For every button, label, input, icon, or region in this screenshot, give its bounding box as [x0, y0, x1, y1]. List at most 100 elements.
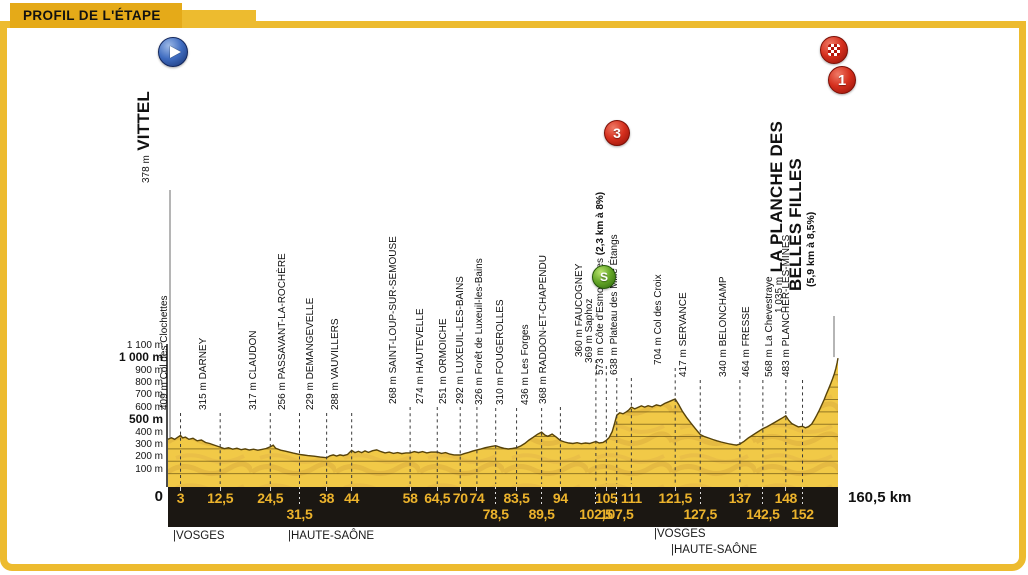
waypoint-elevation: 417 m — [678, 349, 690, 377]
km-tick-label: 31,5 — [286, 506, 313, 522]
km-tick-label: 94 — [552, 490, 568, 506]
km-tick-label: 137 — [728, 490, 752, 506]
finish-name-line2: BELLES FILLES — [785, 158, 805, 291]
play-triangle — [169, 46, 181, 58]
waypoint-elevation: 436 m — [519, 377, 531, 405]
waypoint-elevation: 368 m — [538, 376, 550, 404]
km-tick-label: 74 — [469, 490, 485, 506]
km-tick-mark — [739, 487, 741, 491]
km-tick-mark — [559, 487, 561, 491]
waypoint-elevation: 315 m — [198, 382, 210, 410]
elevation-axis-label: 1 100 m — [126, 340, 163, 352]
km-tick-label: 121,5 — [658, 490, 692, 506]
department-label: |HAUTE-SAÔNE — [288, 530, 375, 542]
waypoint-name: HAUTEVELLE — [415, 308, 427, 374]
km-tick-label: 83,5 — [503, 490, 530, 506]
km-tick-mark — [630, 487, 632, 491]
waypoint-name: Les Forges — [519, 324, 531, 375]
km-tick-mark — [298, 487, 300, 504]
km-tick-mark — [541, 487, 543, 504]
department-label: |VOSGES — [654, 528, 706, 540]
km-tick-mark — [476, 487, 478, 491]
waypoint-gradient: (2,3 km à 8%) — [594, 191, 606, 256]
waypoint-name: CLAUDON — [248, 330, 260, 380]
waypoint-label: 464 m FRESSE — [740, 306, 753, 377]
km-tick-label: 142,5 — [746, 506, 780, 522]
waypoint-name: Col des Croix — [653, 274, 665, 335]
elevation-axis-label: 700 m — [135, 389, 163, 401]
waypoint-label: 268 m SAINT-LOUP-SUR-SEMOUSE — [387, 236, 400, 404]
waypoint-elevation: 310 m — [494, 377, 506, 405]
waypoint-name: FOUGEROLLES — [494, 299, 506, 375]
waypoint-elevation: 409 m — [158, 382, 170, 410]
gold-frame-step — [178, 10, 256, 28]
sprint-icon: S — [592, 265, 616, 289]
km-tick-mark — [269, 487, 271, 491]
km-tick-mark — [459, 487, 461, 491]
waypoint-label: 292 m LUXEUIL-LES-BAINS — [454, 276, 467, 404]
finish-name-line1: 1 035 m LA PLANCHE DES — [766, 121, 786, 313]
waypoint-label: 638 m Plateau des Mille Étangs — [608, 234, 621, 375]
waypoint-name: DEMANGEVELLE — [304, 297, 316, 380]
waypoint-elevation: 464 m — [740, 349, 752, 377]
elevation-axis-label: 800 m — [135, 377, 163, 389]
finish-checker-pattern — [828, 44, 840, 56]
waypoint-elevation: 268 m — [388, 376, 400, 404]
waypoint-name: Forêt de Luxeuil-les-Bains — [473, 258, 485, 375]
waypoint-elevation: 274 m — [415, 376, 427, 404]
elevation-axis-label: 200 m — [135, 451, 163, 463]
waypoint-name: LUXEUIL-LES-BAINS — [454, 276, 466, 374]
waypoint-label: 288 m VAUVILLERS — [329, 318, 342, 410]
km-tick-mark — [605, 487, 607, 491]
km-tick-label: 111 — [620, 490, 642, 506]
km-tick-mark — [436, 487, 438, 491]
km-tick-label: 58 — [402, 490, 418, 506]
km-tick-label: 89,5 — [528, 506, 555, 522]
start-name: VITTEL — [134, 90, 153, 151]
km-tick-label: 12,5 — [207, 490, 234, 506]
elevation-axis-label: 600 m — [135, 401, 163, 413]
elevation-axis-label: 300 m — [135, 438, 163, 450]
start-elevation: 378 m — [141, 155, 152, 183]
km-tick-mark — [409, 487, 411, 491]
km-tick-mark — [219, 487, 221, 491]
waypoint-name: Plateau des Mille Étangs — [609, 234, 621, 345]
km-tick-mark — [674, 487, 676, 491]
waypoint-elevation: 256 m — [277, 382, 289, 410]
km-tick-mark — [351, 487, 353, 491]
km-tick-label: 127,5 — [683, 506, 717, 522]
waypoint-elevation: 483 m — [780, 349, 792, 377]
waypoint-name: BELONCHAMP — [717, 276, 729, 347]
km-tick-mark — [595, 487, 597, 504]
waypoint-name: RADDON-ET-CHAPENDU — [538, 255, 550, 374]
waypoint-label: 315 m DARNEY — [197, 338, 210, 410]
distance-axis: 3 12,5 24,5 31,5 38 44 58 64,5 70 74 78,5 83,5 89,5 9… — [168, 487, 838, 527]
waypoint-name: PASSAVANT-LA-ROCHÈRE — [277, 253, 289, 380]
waypoint-elevation: 638 m — [609, 347, 621, 375]
km-tick-mark — [802, 487, 804, 504]
department-label: |HAUTE-SAÔNE — [671, 544, 758, 556]
waypoint-name: Col des Clochettes — [158, 295, 170, 380]
km-tick-label: 148 — [774, 490, 798, 506]
km-tick-mark — [699, 487, 701, 504]
axis-zero-label: 0 — [154, 488, 163, 505]
km-tick-mark — [616, 487, 618, 504]
km-tick-mark — [495, 487, 497, 504]
waypoint-elevation: 340 m — [717, 349, 729, 377]
waypoint-elevation: 573 m — [594, 347, 606, 375]
km-tick-label: 64,5 — [424, 490, 451, 506]
category-1-icon: 1 — [828, 66, 856, 94]
waypoint-elevation: 704 m — [653, 337, 665, 365]
km-tick-mark — [516, 487, 518, 491]
waypoint-elevation: 288 m — [329, 382, 341, 410]
waypoint-label: 326 m Forêt de Luxeuil-les-Bains — [473, 258, 486, 405]
elevation-axis-label: 1 000 m — [118, 350, 163, 365]
km-tick-label: 78,5 — [482, 506, 509, 522]
km-tick-label: 44 — [344, 490, 360, 506]
finish-flag-icon — [820, 36, 848, 64]
waypoint-label: 409 m Col des Clochettes — [158, 295, 171, 410]
km-tick-label: 107,5 — [599, 506, 634, 522]
waypoint-elevation: 292 m — [454, 376, 466, 404]
